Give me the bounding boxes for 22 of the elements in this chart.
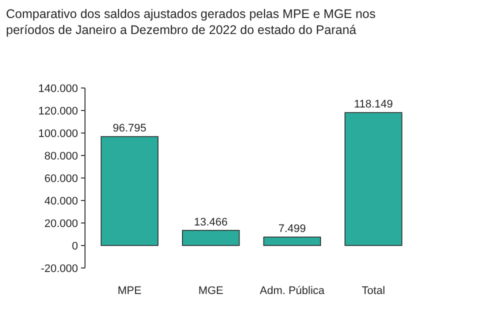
y-tick-label: 100.000 — [38, 128, 78, 140]
x-tick-label: MPE — [118, 285, 142, 297]
y-tick-label: 80.000 — [44, 150, 78, 162]
bar — [100, 136, 158, 246]
x-tick-label: Adm. Pública — [260, 285, 326, 297]
y-tick-label: 120.000 — [38, 105, 78, 118]
data-label: 118.149 — [354, 98, 393, 111]
x-tick-label: Total — [362, 285, 386, 297]
y-tick-label: 40.000 — [44, 195, 78, 208]
y-tick-label: 60.000 — [44, 172, 78, 185]
data-label: 13.466 — [194, 216, 228, 228]
x-tick-label: MGE — [198, 285, 224, 297]
chart-title: Comparativo dos saldos ajustados gerados pelas MPE e MGE nos períodos de Janeiro a Dezembro de 2022 do estado do Paraná — [6, 7, 376, 37]
bar — [263, 236, 321, 246]
bar — [182, 230, 240, 246]
data-label: 7.499 — [278, 223, 306, 236]
y-tick-label: 140.000 — [38, 82, 78, 95]
y-tick-label: 0 — [72, 240, 78, 252]
y-tick-label: -20.000 — [40, 262, 78, 275]
data-label: 96.795 — [112, 122, 146, 135]
y-tick-label: 20.000 — [44, 218, 78, 230]
bar — [344, 112, 402, 246]
